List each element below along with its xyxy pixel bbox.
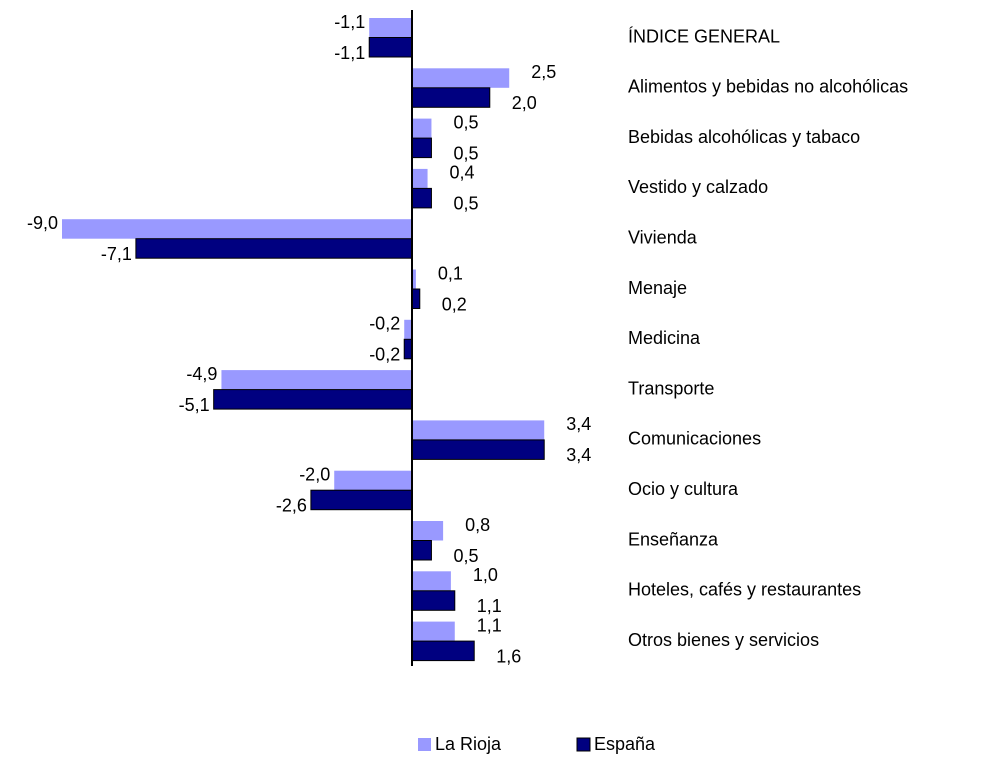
value-label: -0,2: [369, 345, 400, 365]
bar: [411, 187, 432, 209]
value-label: -9,0: [27, 213, 58, 233]
bar: [411, 87, 491, 108]
legend-swatch: [418, 738, 431, 751]
value-label: -5,1: [179, 395, 210, 415]
value-label: 0,5: [453, 112, 478, 132]
value-label: -2,0: [299, 464, 330, 484]
bar: [310, 489, 413, 511]
bar: [412, 168, 428, 189]
value-label: -2,6: [276, 495, 307, 515]
category-label: Vivienda: [628, 227, 698, 247]
value-label: 2,5: [531, 62, 556, 82]
value-label: 1,1: [477, 615, 502, 635]
category-label: Transporte: [628, 378, 714, 398]
legend-swatch: [576, 737, 591, 752]
bar: [412, 521, 444, 541]
category-label: Comunicaciones: [628, 429, 761, 449]
value-label: 0,2: [442, 294, 467, 314]
category-label: Hoteles, cafés y restaurantes: [628, 580, 861, 600]
category-label: Bebidas alcohólicas y tabaco: [628, 127, 860, 147]
bar: [411, 288, 421, 309]
value-label: 0,5: [453, 546, 478, 566]
value-label: 0,5: [453, 194, 478, 214]
value-label: 1,6: [496, 646, 521, 666]
bar: [412, 269, 416, 289]
bar: [412, 621, 455, 642]
value-label: -0,2: [369, 314, 400, 334]
bar: [403, 338, 413, 360]
category-label: Otros bienes y servicios: [628, 630, 819, 650]
bar: [412, 118, 432, 139]
value-label: 0,8: [465, 515, 490, 535]
category-label: Vestido y calzado: [628, 177, 768, 197]
value-label: -4,9: [186, 364, 217, 384]
bar: [412, 571, 451, 591]
bar: [411, 590, 456, 611]
value-label: -7,1: [101, 244, 132, 264]
value-label: -1,1: [334, 43, 365, 63]
bar: [369, 18, 412, 38]
legend-label: España: [594, 734, 656, 754]
value-label: 3,4: [566, 445, 591, 465]
bar: [411, 137, 432, 159]
bar: [62, 219, 412, 239]
category-label: ÍNDICE GENERAL: [628, 26, 780, 46]
bar: [213, 389, 413, 410]
bar: [411, 540, 432, 561]
value-label: -1,1: [334, 12, 365, 32]
bar: [221, 370, 412, 390]
value-label: 0,5: [453, 143, 478, 163]
bar: [412, 420, 545, 440]
value-label: 1,0: [473, 565, 498, 585]
bar: [135, 238, 413, 259]
value-label: 3,4: [566, 414, 591, 434]
category-label: Alimentos y bebidas no alcohólicas: [628, 77, 908, 97]
value-label: 0,1: [438, 263, 463, 283]
bar: [411, 439, 545, 460]
value-label: 2,0: [512, 93, 537, 113]
category-label: Menaje: [628, 278, 687, 298]
category-label: Medicina: [628, 328, 701, 348]
category-label: Ocio y cultura: [628, 479, 739, 499]
legend-label: La Rioja: [435, 734, 502, 754]
category-label: Enseñanza: [628, 529, 719, 549]
bar: [412, 68, 510, 88]
bar: [404, 319, 412, 340]
value-label: 1,1: [477, 596, 502, 616]
value-label: 0,4: [450, 163, 475, 183]
bar: [334, 470, 412, 491]
bar: [368, 37, 413, 58]
bar: [411, 640, 475, 662]
